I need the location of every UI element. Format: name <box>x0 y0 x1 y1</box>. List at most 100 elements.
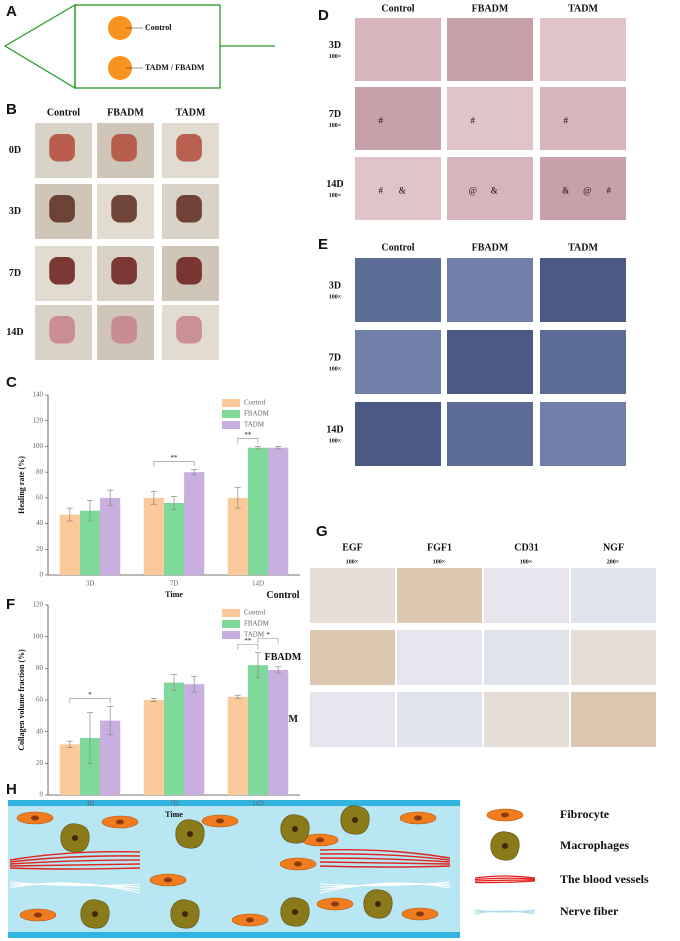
legend-swatch <box>222 631 240 639</box>
micrograph <box>310 692 395 747</box>
nerve-fiber <box>9 883 141 888</box>
wound-circle <box>108 56 132 80</box>
significance-bracket <box>257 638 279 644</box>
panel-label: D <box>318 7 329 24</box>
significance-bracket <box>237 438 259 444</box>
row-label: 7D <box>329 352 341 363</box>
bar <box>247 447 269 575</box>
magnification: 100× <box>329 193 341 199</box>
panel-label: E <box>318 236 328 253</box>
error-bar <box>66 740 73 748</box>
panel-label: F <box>6 596 15 613</box>
micrograph <box>447 18 533 81</box>
image-mark: # <box>564 116 569 126</box>
bar <box>163 503 185 575</box>
y-tick-label: 20 <box>36 545 44 553</box>
panel-label: G <box>316 523 328 540</box>
nerve-fiber <box>474 910 536 915</box>
legend-swatch <box>222 620 240 628</box>
y-tick-label: 80 <box>36 468 44 476</box>
y-tick-label: 40 <box>36 519 44 527</box>
nucleus <box>294 861 302 867</box>
nucleus <box>352 817 358 823</box>
magnification: 100× <box>520 559 532 565</box>
image-mark: # <box>607 186 612 196</box>
magnification: 100× <box>329 294 341 300</box>
column-header: FBADM <box>107 107 144 118</box>
row-label: FBADM <box>265 652 302 663</box>
legend-label: FBADM <box>244 410 270 418</box>
wound <box>49 195 75 223</box>
significance-bracket <box>237 644 259 650</box>
y-axis-title: Collagen volume fraction (%) <box>17 649 26 751</box>
micrograph <box>355 18 441 81</box>
nucleus <box>187 831 193 837</box>
blood-vessel <box>319 848 451 859</box>
significance-label: ** <box>171 454 179 462</box>
wound <box>49 134 75 162</box>
micrograph <box>540 330 626 394</box>
blood-vessel <box>474 879 536 882</box>
bar <box>268 669 289 795</box>
legend-label: The blood vessels <box>560 872 649 886</box>
y-tick-label: 120 <box>33 601 44 609</box>
magnification: 100× <box>433 559 445 565</box>
wound <box>176 257 202 285</box>
image-mark: & <box>562 186 569 196</box>
micrograph <box>447 330 533 394</box>
row-label: 3D <box>329 40 341 51</box>
significance-bracket <box>69 698 111 704</box>
y-tick-label: 140 <box>33 391 44 399</box>
column-header: CD31 <box>514 542 538 553</box>
error-bar <box>234 694 241 699</box>
column-header: TADM <box>568 3 598 14</box>
magnification: 100× <box>329 438 341 444</box>
legend-label: TADM <box>244 421 265 429</box>
blood-vessel <box>319 865 451 868</box>
legend-swatch <box>222 399 240 407</box>
micrograph <box>355 402 441 466</box>
legend-label: Control <box>244 399 265 407</box>
nucleus <box>34 912 42 918</box>
legend-label: TADM <box>244 631 265 639</box>
y-tick-label: 100 <box>33 442 44 450</box>
column-header: FGF1 <box>427 542 452 553</box>
x-tick-label: 7D <box>170 800 179 808</box>
bar <box>79 738 101 795</box>
row-label: 14D <box>6 327 23 338</box>
micrograph <box>571 630 656 685</box>
column-header: Control <box>381 3 414 14</box>
nucleus <box>246 917 254 923</box>
magnification: 100× <box>329 366 341 372</box>
nerve-fiber <box>319 883 451 888</box>
error-bar <box>150 698 157 702</box>
wound <box>49 257 75 285</box>
error-bar <box>234 487 241 509</box>
x-axis-title: Time <box>165 590 183 599</box>
nucleus <box>375 901 381 907</box>
legend-label: FBADM <box>244 620 270 628</box>
bar <box>268 447 289 575</box>
wound <box>111 195 137 223</box>
y-tick-label: 60 <box>36 696 44 704</box>
blood-vessel <box>9 867 141 870</box>
y-axis-title: Healing rate (%) <box>17 456 26 514</box>
error-bar <box>255 446 261 450</box>
micrograph <box>355 330 441 394</box>
blood-vessel <box>474 875 536 879</box>
significance-label: * <box>88 691 92 699</box>
blood-vessel <box>9 855 141 863</box>
micrograph <box>397 630 482 685</box>
magnification: 100× <box>329 123 341 129</box>
micrograph <box>484 692 569 747</box>
bar <box>143 497 164 575</box>
blood-vessel <box>9 859 141 865</box>
error-bar <box>87 712 93 764</box>
wound-circle <box>108 16 132 40</box>
y-tick-label: 60 <box>36 493 44 501</box>
x-tick-label: 14D <box>252 580 264 588</box>
image-mark: @ <box>469 186 477 196</box>
error-bar <box>150 491 157 505</box>
blood-vessel <box>319 857 451 863</box>
nucleus <box>416 911 424 917</box>
